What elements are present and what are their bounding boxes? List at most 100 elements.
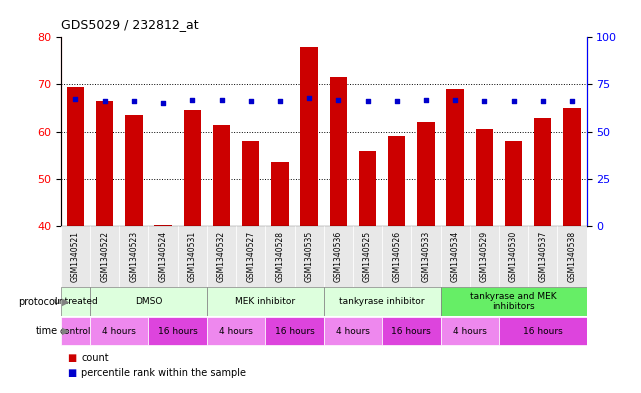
Bar: [294, 226, 324, 287]
Text: tankyrase inhibitor: tankyrase inhibitor: [339, 297, 425, 306]
Bar: [476, 129, 493, 226]
Text: GSM1340536: GSM1340536: [334, 231, 343, 282]
Bar: [412, 226, 440, 287]
Text: time: time: [35, 326, 58, 336]
Text: GSM1340527: GSM1340527: [246, 231, 255, 282]
Text: GSM1340531: GSM1340531: [188, 231, 197, 282]
Bar: [329, 77, 347, 226]
Bar: [301, 47, 318, 226]
Text: 16 hours: 16 hours: [523, 327, 563, 336]
Point: [158, 100, 168, 107]
Bar: [359, 151, 376, 226]
Bar: [265, 226, 294, 287]
Bar: [213, 125, 230, 226]
Bar: [149, 317, 207, 345]
Text: GSM1340533: GSM1340533: [421, 231, 430, 282]
Text: GSM1340529: GSM1340529: [480, 231, 489, 282]
Bar: [236, 226, 265, 287]
Bar: [119, 226, 149, 287]
Bar: [207, 317, 265, 345]
Bar: [388, 136, 406, 226]
Bar: [504, 141, 522, 226]
Point: [362, 98, 372, 105]
Text: GSM1340523: GSM1340523: [129, 231, 138, 282]
Bar: [470, 226, 499, 287]
Bar: [324, 287, 440, 316]
Point: [508, 98, 519, 105]
Point: [304, 95, 314, 101]
Bar: [440, 287, 587, 316]
Point: [420, 96, 431, 103]
Text: GSM1340524: GSM1340524: [158, 231, 167, 282]
Text: control: control: [60, 327, 91, 336]
Bar: [61, 317, 90, 345]
Text: untreated: untreated: [53, 297, 98, 306]
Point: [129, 98, 139, 105]
Bar: [149, 226, 178, 287]
Bar: [382, 226, 412, 287]
Text: GSM1340537: GSM1340537: [538, 231, 547, 282]
Bar: [96, 101, 113, 226]
Point: [71, 95, 81, 102]
Point: [99, 98, 110, 105]
Text: protocol: protocol: [18, 297, 58, 307]
Text: GSM1340530: GSM1340530: [509, 231, 518, 282]
Text: tankyrase and MEK
inhibitors: tankyrase and MEK inhibitors: [470, 292, 557, 311]
Bar: [271, 162, 288, 226]
Bar: [125, 115, 143, 226]
Point: [450, 96, 460, 103]
Point: [275, 98, 285, 105]
Point: [538, 98, 548, 105]
Bar: [324, 226, 353, 287]
Bar: [382, 317, 440, 345]
Bar: [534, 118, 551, 226]
Bar: [90, 226, 119, 287]
Bar: [446, 89, 464, 226]
Text: 4 hours: 4 hours: [336, 327, 370, 336]
Text: 4 hours: 4 hours: [219, 327, 253, 336]
Text: ▶: ▶: [62, 326, 70, 336]
Text: 16 hours: 16 hours: [158, 327, 197, 336]
Text: ■: ■: [67, 353, 76, 363]
Bar: [563, 108, 581, 226]
Bar: [242, 141, 260, 226]
Text: 4 hours: 4 hours: [103, 327, 137, 336]
Bar: [67, 87, 84, 226]
Text: GSM1340538: GSM1340538: [567, 231, 576, 282]
Bar: [61, 226, 90, 287]
Text: GDS5029 / 232812_at: GDS5029 / 232812_at: [61, 18, 199, 31]
Text: GSM1340534: GSM1340534: [451, 231, 460, 282]
Bar: [207, 287, 324, 316]
Point: [333, 96, 344, 103]
Point: [567, 98, 577, 105]
Text: MEK inhibitor: MEK inhibitor: [235, 297, 296, 306]
Bar: [178, 226, 207, 287]
Bar: [207, 226, 236, 287]
Text: 16 hours: 16 hours: [392, 327, 431, 336]
Bar: [324, 317, 382, 345]
Point: [217, 96, 227, 103]
Text: DMSO: DMSO: [135, 297, 162, 306]
Text: ■: ■: [67, 368, 76, 378]
Text: GSM1340532: GSM1340532: [217, 231, 226, 282]
Text: 16 hours: 16 hours: [274, 327, 314, 336]
Bar: [61, 287, 90, 316]
Point: [246, 98, 256, 105]
Bar: [183, 110, 201, 226]
Bar: [353, 226, 382, 287]
Text: GSM1340528: GSM1340528: [276, 231, 285, 282]
Point: [479, 98, 490, 105]
Point: [392, 98, 402, 105]
Bar: [440, 317, 499, 345]
Text: GSM1340522: GSM1340522: [100, 231, 109, 282]
Text: GSM1340526: GSM1340526: [392, 231, 401, 282]
Bar: [90, 317, 149, 345]
Bar: [154, 225, 172, 226]
Bar: [557, 226, 587, 287]
Bar: [440, 226, 470, 287]
Text: percentile rank within the sample: percentile rank within the sample: [81, 368, 246, 378]
Text: GSM1340535: GSM1340535: [304, 231, 313, 282]
Text: GSM1340521: GSM1340521: [71, 231, 80, 282]
Text: GSM1340525: GSM1340525: [363, 231, 372, 282]
Bar: [499, 226, 528, 287]
